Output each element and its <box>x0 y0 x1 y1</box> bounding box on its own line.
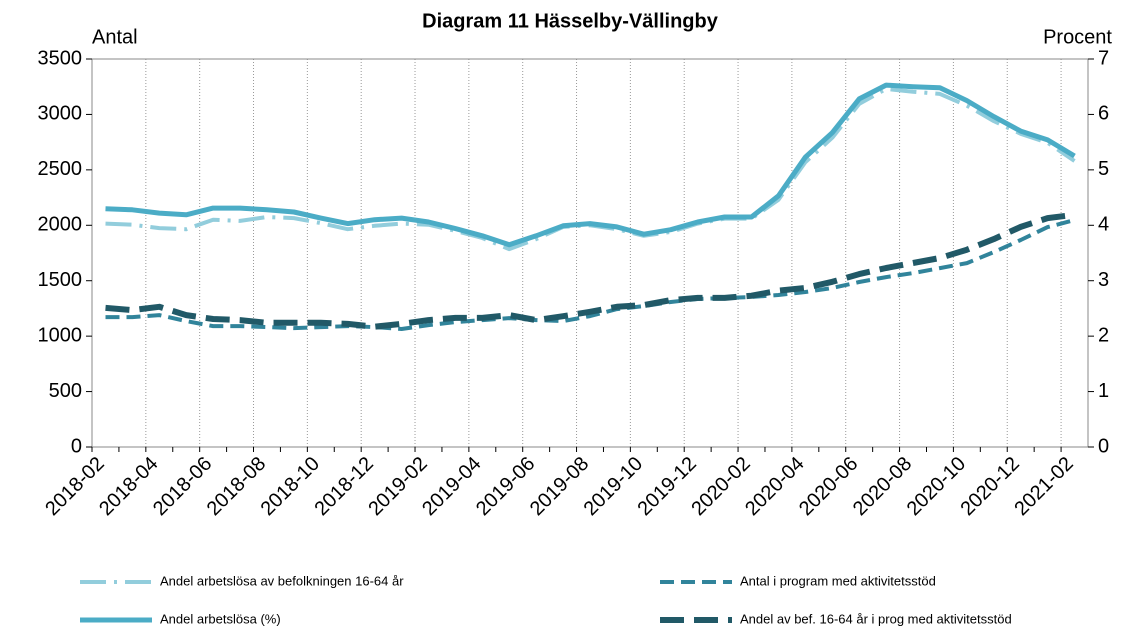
legend-label: Andel arbetslösa av befolkningen 16-64 å… <box>160 573 404 588</box>
y-axis-label: Antal <box>92 26 138 48</box>
y-tick-label: 500 <box>49 380 82 402</box>
y2-tick-label: 2 <box>1098 324 1109 346</box>
x-tick-label: 2018-12 <box>310 453 377 520</box>
y-tick-label: 3500 <box>38 47 83 69</box>
x-tick-label: 2020-12 <box>957 453 1024 520</box>
x-tick-label: 2019-02 <box>364 453 431 520</box>
y-tick-label: 2500 <box>38 158 83 180</box>
x-tick-label: 2020-04 <box>741 453 808 520</box>
x-tick-label: 2018-04 <box>95 453 162 520</box>
x-tick-label: 2019-04 <box>418 453 485 520</box>
x-tick-label: 2019-08 <box>526 453 593 520</box>
x-tick-label: 2020-08 <box>849 453 916 520</box>
x-tick-label: 2020-10 <box>903 453 970 520</box>
x-tick-label: 2019-12 <box>633 453 700 520</box>
y2-axis-label: Procent <box>1043 26 1112 48</box>
x-tick-label: 2020-02 <box>687 453 754 520</box>
chart-title: Diagram 11 Hässelby-Vällingby <box>422 10 719 32</box>
x-tick-label: 2020-06 <box>795 453 862 520</box>
x-tick-label: 2019-06 <box>472 453 539 520</box>
y2-tick-label: 3 <box>1098 269 1109 291</box>
y-tick-label: 1000 <box>38 324 83 346</box>
series-line <box>105 218 1076 331</box>
y2-tick-label: 6 <box>1098 103 1109 125</box>
y-tick-label: 3000 <box>38 103 83 125</box>
x-tick-label: 2018-10 <box>257 453 324 520</box>
series-line <box>105 82 1076 248</box>
legend-label: Antal i program med aktivitetsstöd <box>740 573 936 588</box>
y-tick-label: 2000 <box>38 214 83 236</box>
legend-label: Andel arbetslösa (%) <box>160 611 281 626</box>
series-line <box>105 211 1075 330</box>
plot-frame <box>91 58 1089 448</box>
y-tick-label: 1500 <box>38 269 83 291</box>
x-tick-label: 2021-02 <box>1010 453 1077 520</box>
y-tick-label: 0 <box>71 435 82 457</box>
x-tick-label: 2018-08 <box>203 453 270 520</box>
y2-tick-label: 1 <box>1098 380 1109 402</box>
y2-tick-label: 5 <box>1098 158 1109 180</box>
x-tick-label: 2019-10 <box>580 453 647 520</box>
x-tick-label: 2018-06 <box>149 453 216 520</box>
y2-tick-label: 4 <box>1098 214 1109 236</box>
legend-label: Andel av bef. 16-64 år i prog med aktivi… <box>740 611 1012 626</box>
x-tick-label: 2018-02 <box>41 453 108 520</box>
y2-tick-label: 0 <box>1098 435 1109 457</box>
y2-tick-label: 7 <box>1098 47 1109 69</box>
